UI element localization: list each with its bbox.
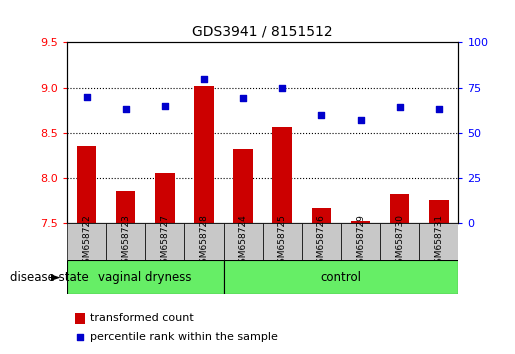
Bar xyxy=(312,208,331,223)
Point xyxy=(396,105,404,110)
Bar xyxy=(75,313,84,324)
Text: GSM658730: GSM658730 xyxy=(395,214,404,269)
Bar xyxy=(116,192,135,223)
Bar xyxy=(67,223,106,260)
Bar xyxy=(380,223,419,260)
Text: vaginal dryness: vaginal dryness xyxy=(98,270,192,284)
Bar xyxy=(341,223,380,260)
Bar xyxy=(419,223,458,260)
Bar xyxy=(145,223,184,260)
Bar xyxy=(184,223,224,260)
Point xyxy=(435,107,443,112)
Text: GSM658726: GSM658726 xyxy=(317,214,326,269)
Text: transformed count: transformed count xyxy=(91,313,194,323)
Bar xyxy=(390,194,409,223)
Text: GSM658725: GSM658725 xyxy=(278,214,287,269)
Point xyxy=(82,94,91,99)
Text: percentile rank within the sample: percentile rank within the sample xyxy=(91,332,278,342)
Text: GSM658728: GSM658728 xyxy=(199,214,209,269)
Text: disease state: disease state xyxy=(10,272,89,284)
Bar xyxy=(155,173,175,223)
Point xyxy=(317,112,325,118)
Text: GSM658722: GSM658722 xyxy=(82,214,91,269)
Bar xyxy=(194,86,214,223)
Bar xyxy=(67,260,224,294)
Text: GSM658723: GSM658723 xyxy=(121,214,130,269)
Bar xyxy=(302,223,341,260)
Bar xyxy=(351,221,370,223)
Point xyxy=(239,96,247,101)
Point xyxy=(122,107,130,112)
Bar xyxy=(77,146,96,223)
Text: GSM658724: GSM658724 xyxy=(238,214,248,269)
Point xyxy=(76,334,84,340)
Bar xyxy=(272,127,292,223)
Bar xyxy=(224,223,263,260)
Text: control: control xyxy=(320,270,362,284)
Bar xyxy=(106,223,145,260)
Bar xyxy=(224,260,458,294)
Point xyxy=(356,117,365,123)
Point xyxy=(161,103,169,108)
Point xyxy=(200,76,208,81)
Text: GSM658731: GSM658731 xyxy=(434,214,443,269)
Title: GDS3941 / 8151512: GDS3941 / 8151512 xyxy=(192,24,333,39)
Bar xyxy=(263,223,302,260)
Text: GSM658729: GSM658729 xyxy=(356,214,365,269)
Bar xyxy=(429,200,449,223)
Text: GSM658727: GSM658727 xyxy=(160,214,169,269)
Point xyxy=(278,85,286,91)
Text: ►: ► xyxy=(51,272,61,284)
Bar xyxy=(233,149,253,223)
